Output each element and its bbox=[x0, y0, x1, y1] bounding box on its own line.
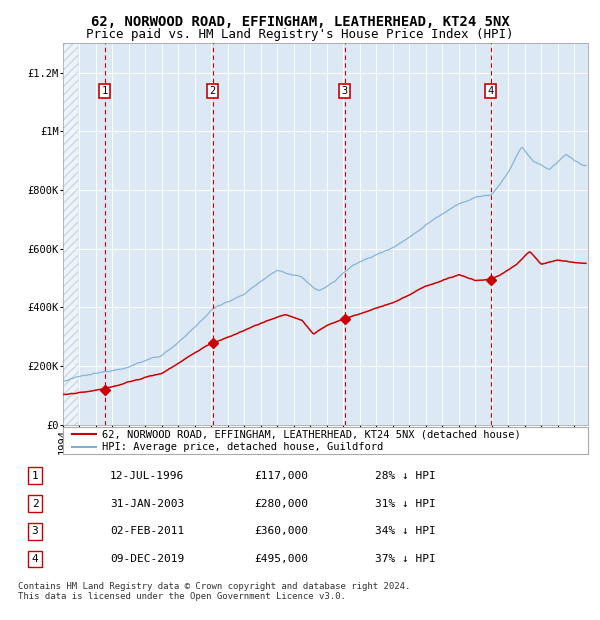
Text: Contains HM Land Registry data © Crown copyright and database right 2024.
This d: Contains HM Land Registry data © Crown c… bbox=[18, 582, 410, 601]
Text: 1: 1 bbox=[32, 471, 38, 480]
Text: Price paid vs. HM Land Registry's House Price Index (HPI): Price paid vs. HM Land Registry's House … bbox=[86, 28, 514, 41]
Text: 09-DEC-2019: 09-DEC-2019 bbox=[110, 554, 184, 564]
Text: 02-FEB-2011: 02-FEB-2011 bbox=[110, 526, 184, 536]
Text: 28% ↓ HPI: 28% ↓ HPI bbox=[375, 471, 436, 480]
Text: 2: 2 bbox=[32, 498, 38, 508]
Text: 31-JAN-2003: 31-JAN-2003 bbox=[110, 498, 184, 508]
Bar bbox=[63, 43, 78, 425]
Text: 62, NORWOOD ROAD, EFFINGHAM, LEATHERHEAD, KT24 5NX: 62, NORWOOD ROAD, EFFINGHAM, LEATHERHEAD… bbox=[91, 16, 509, 30]
Bar bbox=[63, 43, 78, 425]
Text: £117,000: £117,000 bbox=[254, 471, 308, 480]
Text: 4: 4 bbox=[488, 86, 494, 96]
Text: 31% ↓ HPI: 31% ↓ HPI bbox=[375, 498, 436, 508]
Text: HPI: Average price, detached house, Guildford: HPI: Average price, detached house, Guil… bbox=[103, 443, 383, 453]
Text: £360,000: £360,000 bbox=[254, 526, 308, 536]
Text: 1: 1 bbox=[101, 86, 108, 96]
Text: 4: 4 bbox=[32, 554, 38, 564]
Text: 37% ↓ HPI: 37% ↓ HPI bbox=[375, 554, 436, 564]
Text: £280,000: £280,000 bbox=[254, 498, 308, 508]
FancyBboxPatch shape bbox=[63, 427, 588, 454]
Text: 3: 3 bbox=[32, 526, 38, 536]
Text: 3: 3 bbox=[342, 86, 348, 96]
Text: 34% ↓ HPI: 34% ↓ HPI bbox=[375, 526, 436, 536]
Text: 2: 2 bbox=[209, 86, 216, 96]
Text: £495,000: £495,000 bbox=[254, 554, 308, 564]
Text: 12-JUL-1996: 12-JUL-1996 bbox=[110, 471, 184, 480]
Text: 62, NORWOOD ROAD, EFFINGHAM, LEATHERHEAD, KT24 5NX (detached house): 62, NORWOOD ROAD, EFFINGHAM, LEATHERHEAD… bbox=[103, 430, 521, 440]
